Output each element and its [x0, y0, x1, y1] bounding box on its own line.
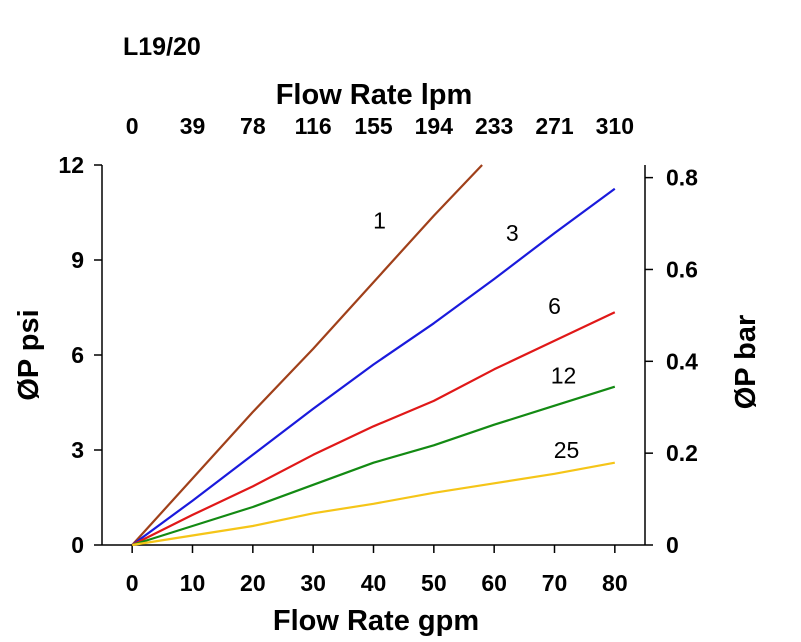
- x2-tick-label: 194: [415, 113, 454, 139]
- y-axis-title: ØP psi: [13, 309, 45, 400]
- series-line-6: [131, 311, 616, 546]
- x2-tick-label: 116: [295, 113, 332, 139]
- y2-tick-label: 0: [666, 532, 679, 558]
- y2-axis-title: ØP bar: [730, 315, 762, 410]
- series-label-25: 25: [554, 437, 580, 463]
- x2-tick-label: 271: [535, 113, 574, 139]
- x-tick-label: 50: [421, 570, 447, 596]
- y2-tick-label: 0.6: [666, 256, 698, 282]
- y-tick-label: 6: [71, 342, 84, 368]
- y2-tick-label: 0.8: [666, 165, 698, 191]
- x2-axis-title: Flow Rate lpm: [276, 79, 473, 111]
- y-tick-label: 0: [71, 532, 84, 558]
- series-line-25: [132, 461, 615, 547]
- chart-title: L19/20: [123, 33, 201, 61]
- series-line-12: [131, 385, 616, 547]
- x2-tick-label: 0: [126, 113, 139, 139]
- x2-tick-label: 78: [240, 113, 266, 139]
- x-tick-label: 10: [180, 570, 206, 596]
- x-tick-label: 0: [126, 570, 139, 596]
- x-tick-label: 20: [240, 570, 266, 596]
- x-axis-title: Flow Rate gpm: [273, 605, 479, 637]
- y-tick-label: 12: [58, 152, 84, 178]
- y2-tick-label: 0.2: [666, 440, 698, 466]
- series-label-3: 3: [506, 220, 519, 246]
- x2-tick-label: 233: [475, 113, 513, 139]
- series-label-6: 6: [548, 293, 561, 319]
- series-label-1: 1: [373, 207, 386, 233]
- x2-tick-label: 155: [354, 113, 393, 139]
- x2-tick-label: 310: [596, 113, 634, 139]
- series-line-1: [131, 164, 483, 546]
- x-tick-label: 80: [602, 570, 628, 596]
- x-tick-label: 70: [542, 570, 568, 596]
- x-tick-label: 30: [300, 570, 326, 596]
- y-tick-label: 9: [71, 247, 84, 273]
- x-tick-label: 40: [361, 570, 387, 596]
- y-tick-label: 3: [71, 437, 84, 463]
- x-tick-label: 60: [481, 570, 507, 596]
- series-line-3: [131, 187, 616, 546]
- x2-tick-label: 39: [180, 113, 206, 139]
- series-label-12: 12: [551, 363, 577, 389]
- y2-tick-label: 0.4: [666, 348, 698, 374]
